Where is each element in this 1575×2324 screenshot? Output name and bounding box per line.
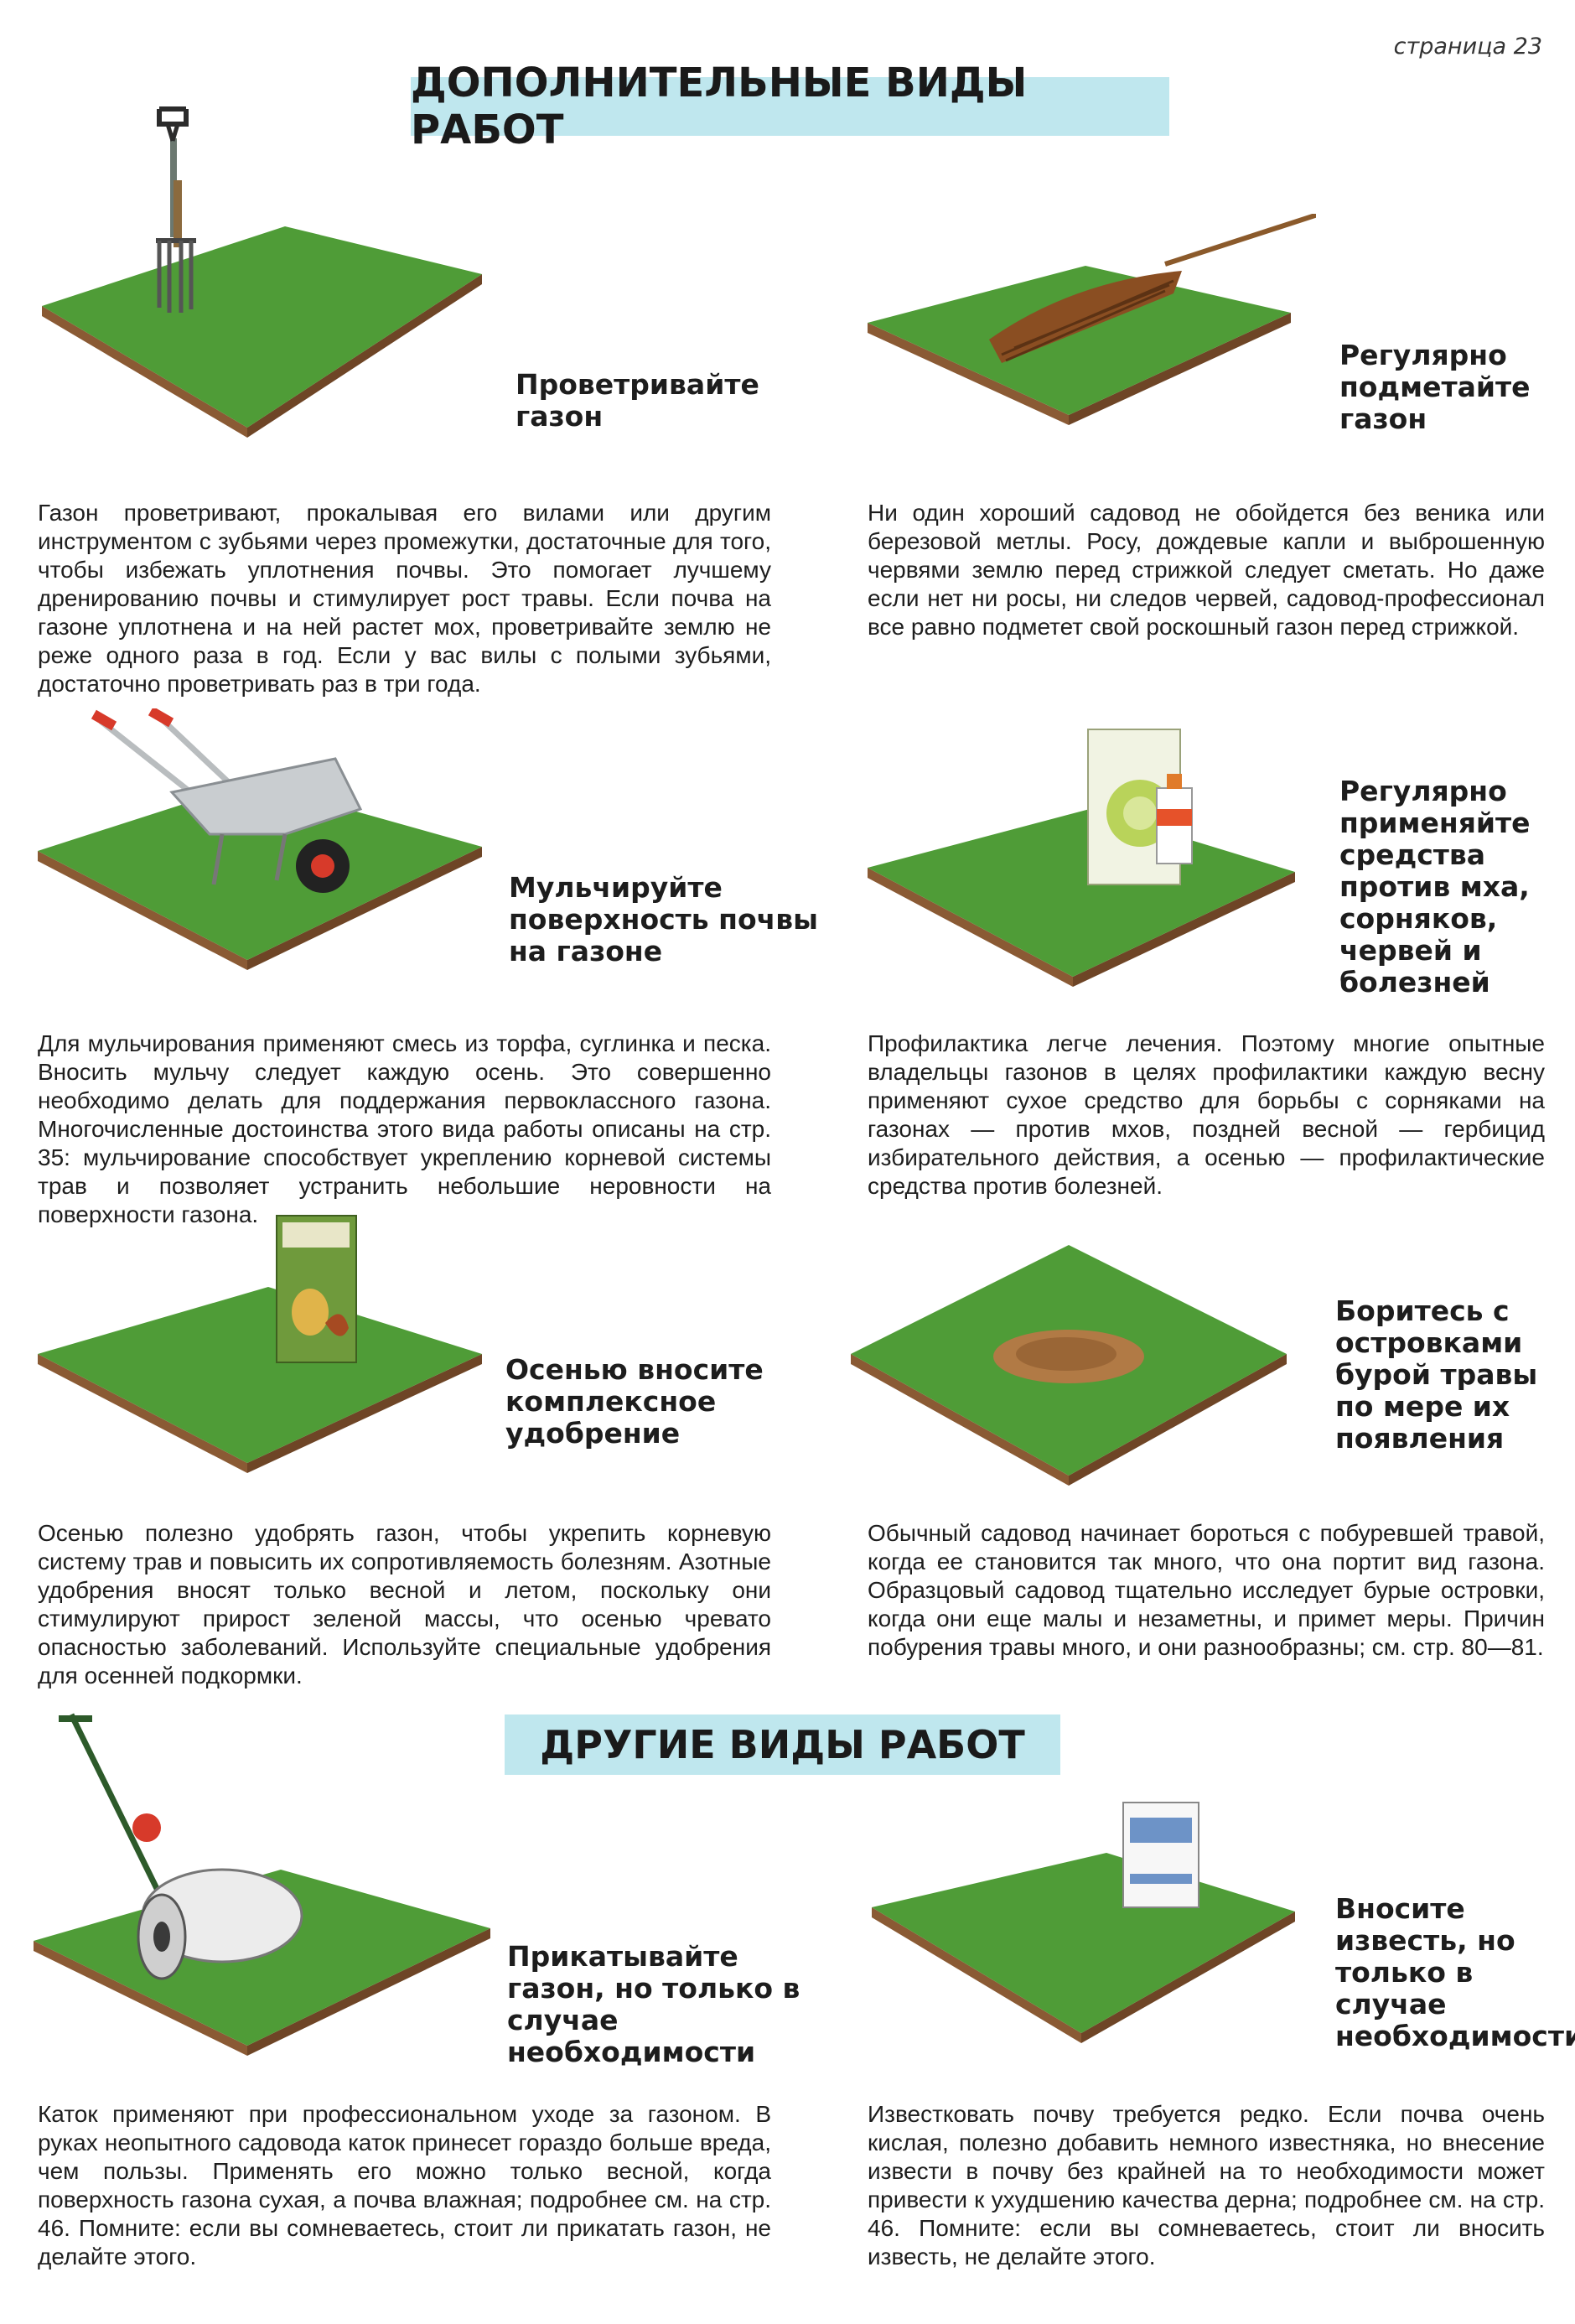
text-mulch: Для мульчирования применяют смесь из тор… [38, 1030, 771, 1227]
heading-lime: Вносите известь, но только в случае необ… [1335, 1892, 1575, 2052]
text-treatments: Профилактика легче лечения. Поэтому мног… [868, 1030, 1545, 1199]
heading-brown-patches: Боритесь с островками бурой травы по мер… [1335, 1294, 1538, 1455]
heading-roll: Прикатывайте газон, но только в случае н… [507, 1940, 800, 2068]
section-banner-additional-works: ДОПОЛНИТЕЛЬНЫЕ ВИДЫ РАБОТ [411, 60, 1169, 153]
chemical-pack-icon [868, 729, 1295, 987]
text-fertilize: Осенью полезно удобрять газон, чтобы укр… [38, 1520, 771, 1689]
text-roll: Каток применяют при профессиональном ухо… [38, 2101, 771, 2270]
heading-sweep: Регулярно подметайте газон [1339, 339, 1531, 435]
wheelbarrow-icon [38, 708, 482, 970]
heading-aerate: Проветривайте газон [516, 368, 759, 433]
lawn-roller-icon [34, 1713, 490, 2056]
broom-icon [868, 214, 1316, 425]
heading-mulch: Мульчируйте поверхность почвы на газоне [509, 871, 819, 967]
text-lime: Известковать почву требуется редко. Если… [868, 2101, 1545, 2270]
text-sweep: Ни один хороший садовод не обойдется без… [868, 500, 1545, 640]
brown-patch-icon [851, 1245, 1287, 1486]
lime-box-icon [872, 1802, 1295, 2043]
heading-fertilize: Осенью вносите комплексное удобрение [505, 1353, 764, 1450]
section-banner-other-works: ДРУГИЕ ВИДЫ РАБОТ [505, 1714, 1060, 1775]
text-brown-patches: Обычный садовод начинает бороться с побу… [868, 1520, 1545, 1660]
fertilizer-bag-icon [38, 1215, 482, 1473]
garden-fork-icon [42, 106, 482, 438]
text-aerate: Газон проветривают, прокалывая его вилам… [38, 500, 771, 697]
page-number: страница 23 [1393, 34, 1542, 60]
heading-treatments: Регулярно применяйте средства против мха… [1339, 775, 1531, 999]
